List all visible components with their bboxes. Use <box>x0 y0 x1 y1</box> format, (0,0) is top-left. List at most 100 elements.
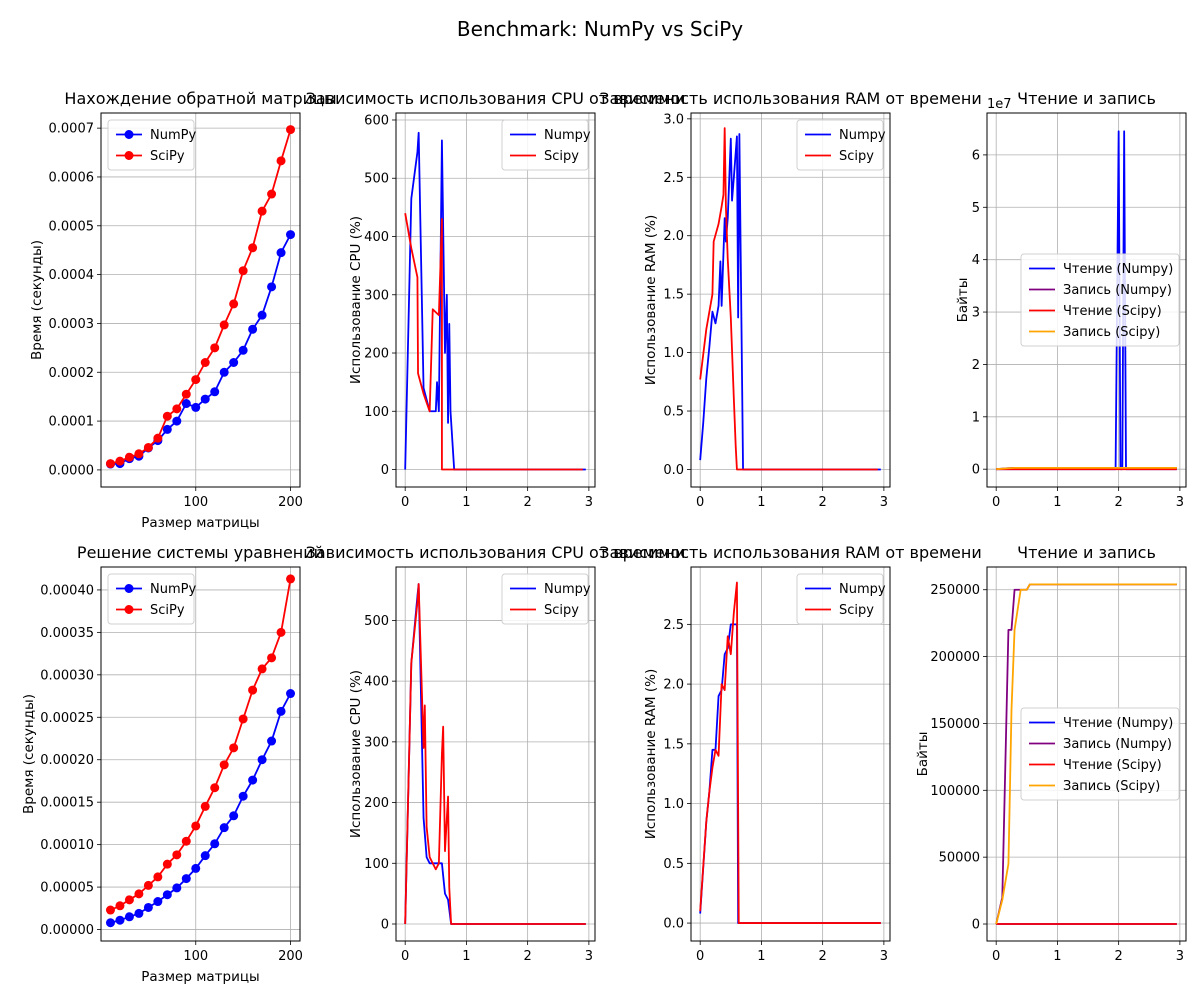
data-point <box>248 243 258 253</box>
legend-label: Чтение (Scipy) <box>1063 758 1162 773</box>
y-tick-label: 300 <box>364 288 389 303</box>
subplot-4: 0 1 2 3 0 1 2 3 4 5 6 1e7 Чтение и запись Байты Чтение… <box>955 89 1187 510</box>
x-axis-label: Размер матрицы <box>141 515 259 531</box>
y-tick-label: 2.0 <box>663 229 684 244</box>
data-point <box>276 627 286 637</box>
y-tick-label: 100000 <box>930 784 980 799</box>
y-tick-label: 0.00000 <box>40 923 94 938</box>
x-tick-label: 200 <box>278 495 303 510</box>
data-point <box>124 912 134 922</box>
data-point <box>229 299 239 309</box>
legend-label: SciPy <box>150 149 185 164</box>
x-tick-label: 3 <box>585 949 593 964</box>
y-tick-label: 2.0 <box>663 678 684 693</box>
legend-marker <box>124 584 134 593</box>
subplot-8: 0 1 2 3 0 50000 100000 150000 200000 250000 Чтение… <box>915 543 1187 964</box>
x-tick-label: 2 <box>1115 949 1123 964</box>
x-tick-label: 0 <box>696 495 704 510</box>
subplot-6: 0 1 2 3 0 100 200 300 400 500 Зависимость использо… <box>306 543 686 964</box>
y-tick-label: 2.5 <box>663 171 684 186</box>
subplot-5: 100 200 0.00000 0.00005 0.00010 0.00015 0.0002… <box>21 543 324 985</box>
x-tick-label: 0 <box>992 949 1000 964</box>
x-tick-label: 3 <box>880 495 888 510</box>
y-tick-label: 0.0 <box>663 463 684 478</box>
y-tick-label: 0.00005 <box>40 881 94 896</box>
y-tick-label: 200000 <box>930 650 980 665</box>
data-point <box>153 433 163 443</box>
y-tick-label: 1 <box>972 410 980 425</box>
data-point <box>143 880 153 890</box>
legend-label: Scipy <box>839 149 874 164</box>
x-tick-label: 1 <box>462 495 470 510</box>
data-point <box>191 821 201 831</box>
subplot-3: 0 1 2 3 0.0 0.5 1.0 1.5 2.0 2.5 3.0 Зависимость исп… <box>599 89 981 510</box>
x-tick-label: 2 <box>819 495 827 510</box>
data-point <box>200 801 210 811</box>
legend-marker <box>124 130 134 139</box>
legend-label: Запись (Scipy) <box>1063 779 1160 794</box>
series-line-4 <box>995 583 1177 925</box>
y-tick-label: 0 <box>381 463 389 478</box>
legend-label: SciPy <box>150 603 185 618</box>
data-point <box>134 889 144 899</box>
x-tick-label: 1 <box>757 949 765 964</box>
data-point <box>162 424 172 434</box>
x-tick-label: 2 <box>1115 495 1123 510</box>
data-point <box>229 357 239 367</box>
data-point <box>200 394 210 404</box>
y-tick-label: 0 <box>972 463 980 478</box>
y-axis-label: Время (секунды) <box>29 240 45 360</box>
series-line-1 <box>699 133 881 471</box>
data-point <box>181 399 191 409</box>
subplot-7: 0 1 2 3 0.0 0.5 1.0 1.5 2.0 2.5 Зависимость исполь… <box>599 543 981 964</box>
data-point <box>286 230 296 240</box>
subplot-title: Зависимость использования RAM от времени <box>599 89 981 108</box>
axes-frame <box>100 566 301 942</box>
data-point <box>257 755 267 765</box>
x-tick-label: 1 <box>757 495 765 510</box>
subplot-title: Зависимость использования CPU от времени <box>306 543 686 562</box>
axes-frame <box>986 566 1187 942</box>
subplot-title: Чтение и запись <box>1017 89 1156 108</box>
y-tick-label: 400 <box>364 230 389 245</box>
series-line-2 <box>404 583 586 925</box>
data-point <box>115 915 125 925</box>
series-group <box>105 574 296 928</box>
y-tick-label: 500 <box>364 614 389 629</box>
x-tick-label: 2 <box>819 949 827 964</box>
data-point <box>172 883 182 893</box>
y-tick-label: 500 <box>364 172 389 187</box>
x-tick-label: 1 <box>1053 495 1061 510</box>
data-point <box>162 890 172 900</box>
y-tick-label: 5 <box>972 201 980 216</box>
series-group <box>404 131 586 471</box>
legend-label: Scipy <box>544 603 579 618</box>
data-point <box>229 811 239 821</box>
x-tick-label: 3 <box>1176 495 1184 510</box>
series-group <box>996 130 1177 471</box>
legend: Чтение (Numpy) Запись (Numpy) Чтение (Scip… <box>1020 707 1180 801</box>
legend: Numpy Scipy <box>501 573 591 625</box>
data-point <box>219 367 229 377</box>
y-tick-label: 0 <box>972 918 980 933</box>
y-tick-label: 200 <box>364 347 389 362</box>
data-point <box>238 345 248 355</box>
data-point <box>162 859 172 869</box>
legend-box <box>501 119 589 171</box>
legend-label: Numpy <box>544 128 591 143</box>
y-tick-label: 0.0000 <box>49 463 95 478</box>
data-point <box>248 685 258 695</box>
y-tick-label: 0.00020 <box>40 753 94 768</box>
y-tick-label: 100 <box>364 405 389 420</box>
subplot-title: Решение системы уравнений <box>77 543 324 562</box>
data-point <box>172 404 182 414</box>
data-point <box>210 343 220 353</box>
data-point <box>153 897 163 907</box>
figure-suptitle: Benchmark: NumPy vs SciPy <box>457 17 743 41</box>
y-axis-label: Использование RAM (%) <box>643 669 659 839</box>
y-tick-label: 100 <box>364 857 389 872</box>
data-point <box>248 775 258 785</box>
data-point <box>124 895 134 905</box>
y-tick-label: 0.00025 <box>40 711 94 726</box>
series-line-2 <box>699 581 881 924</box>
